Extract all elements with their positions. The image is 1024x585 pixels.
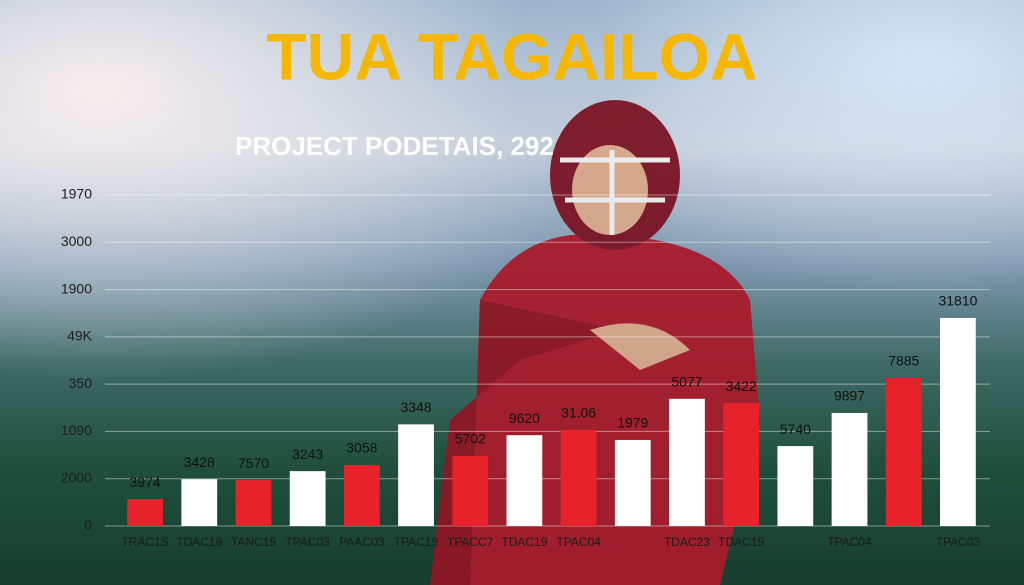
bar xyxy=(940,317,976,526)
x-tick-label: TDAC19 xyxy=(501,535,547,549)
y-tick-label: 1900 xyxy=(61,280,92,296)
chart-title: TUA TAGAILOA xyxy=(266,19,757,93)
x-tick-label: TPAC03 xyxy=(936,535,981,549)
x-tick-label: TPAC04 xyxy=(827,535,872,549)
data-label: 7885 xyxy=(888,353,919,369)
x-tick-label: TPACC7 xyxy=(447,535,494,549)
y-tick-label: 2000 xyxy=(61,469,92,485)
x-tick-label: TRAC1S xyxy=(121,535,168,549)
bar xyxy=(343,465,380,526)
data-label: 5077 xyxy=(671,374,702,390)
data-label: 3058 xyxy=(346,440,377,456)
player xyxy=(430,100,760,585)
y-tick-label: 3000 xyxy=(61,233,92,249)
data-label: 7570 xyxy=(238,455,269,471)
bar xyxy=(777,446,814,526)
data-label: 1979 xyxy=(617,415,648,431)
bar xyxy=(560,430,597,526)
x-tick-label: TANC19 xyxy=(231,535,276,549)
y-tick-label: 1970 xyxy=(61,186,92,202)
data-label: 5702 xyxy=(455,431,486,447)
bar xyxy=(127,499,163,526)
data-label: 9897 xyxy=(834,388,865,404)
bar xyxy=(885,377,922,526)
data-label: 3348 xyxy=(400,399,431,415)
y-tick-label: 350 xyxy=(69,375,93,391)
x-tick-label: TDAC19 xyxy=(718,535,764,549)
data-label: 31810 xyxy=(938,293,977,309)
bar xyxy=(289,471,326,526)
chart-subtitle: PROJECT PODETAIS, 292 xyxy=(235,131,554,161)
x-tick-label: PAAC03 xyxy=(339,535,384,549)
y-tick-label: 1090 xyxy=(61,422,92,438)
bar xyxy=(452,456,489,526)
bar xyxy=(398,424,434,526)
data-label: 3974 xyxy=(130,474,161,490)
data-label: 5740 xyxy=(780,421,811,437)
bar xyxy=(723,403,760,526)
bar xyxy=(669,398,705,526)
x-tick-label: TPAC19 xyxy=(394,535,439,549)
bar xyxy=(235,480,272,526)
x-tick-label: TDAC18 xyxy=(176,535,222,549)
data-label: 3243 xyxy=(292,446,323,462)
data-label: 31.06 xyxy=(561,405,596,421)
data-label: 3428 xyxy=(184,454,215,470)
x-tick-label: TPAC04 xyxy=(556,535,601,549)
bar xyxy=(831,412,868,526)
data-label: 9620 xyxy=(509,410,540,426)
x-tick-label: TPAC03 xyxy=(285,535,330,549)
data-label: 3422 xyxy=(726,378,757,394)
y-tick-label: 49K xyxy=(67,328,93,344)
bar xyxy=(506,435,543,526)
bar xyxy=(181,479,218,526)
bar xyxy=(614,439,651,526)
y-tick-label: 0 xyxy=(84,517,92,533)
x-tick-label: TDAC23 xyxy=(664,535,710,549)
